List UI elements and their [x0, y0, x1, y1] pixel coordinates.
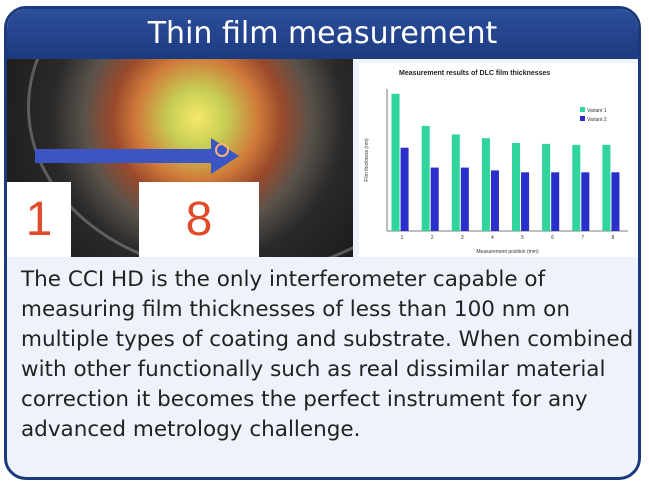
legend-swatch-1	[580, 107, 585, 112]
legend-label-2: Variant 2	[587, 117, 607, 123]
bar-1-4	[481, 138, 490, 231]
x-tick-label: 1	[401, 235, 404, 241]
bar-1-2	[421, 125, 430, 231]
x-axis-label: Measurement position (mm)	[476, 249, 539, 255]
bar-2-6	[551, 172, 560, 231]
x-tick-label: 7	[581, 235, 584, 241]
bar-2-5	[521, 172, 530, 231]
bar-1-5	[512, 142, 521, 231]
scan-arrow-shaft	[35, 149, 215, 163]
bar-2-7	[581, 172, 590, 231]
bar-2-4	[490, 170, 499, 231]
position-label-start: 1	[7, 182, 71, 257]
bar-2-1	[400, 147, 409, 231]
bar-1-1	[391, 93, 400, 231]
bar-2-8	[611, 172, 620, 231]
chart-svg: Measurement results of DLC film thicknes…	[364, 70, 628, 255]
thickness-chart: Measurement results of DLC film thicknes…	[359, 63, 638, 257]
sample-photo: 1 8	[7, 59, 353, 257]
chart-title: Measurement results of DLC film thicknes…	[399, 70, 550, 77]
position-label-end: 8	[139, 182, 259, 257]
legend-swatch-2	[580, 116, 585, 121]
x-tick-label: 2	[431, 235, 434, 241]
bar-1-7	[572, 144, 581, 231]
card-title: Thin film measurement	[7, 9, 638, 59]
bar-2-3	[460, 167, 469, 231]
bar-1-6	[542, 143, 551, 231]
x-tick-label: 6	[551, 235, 554, 241]
x-tick-label: 8	[612, 235, 615, 241]
x-tick-label: 4	[491, 235, 494, 241]
y-axis-label: Film thickness (nm)	[364, 138, 370, 182]
x-tick-label: 3	[461, 235, 464, 241]
measurement-spot	[215, 143, 229, 157]
bar-2-2	[430, 167, 439, 231]
thin-film-card: Thin film measurement 1 8 Measurement re…	[4, 6, 641, 480]
bar-1-8	[602, 144, 611, 231]
x-tick-label: 5	[521, 235, 524, 241]
description-text: The CCI HD is the only interferometer ca…	[21, 267, 634, 442]
bar-1-3	[451, 134, 460, 231]
legend-label-1: Variant 1	[587, 108, 607, 114]
